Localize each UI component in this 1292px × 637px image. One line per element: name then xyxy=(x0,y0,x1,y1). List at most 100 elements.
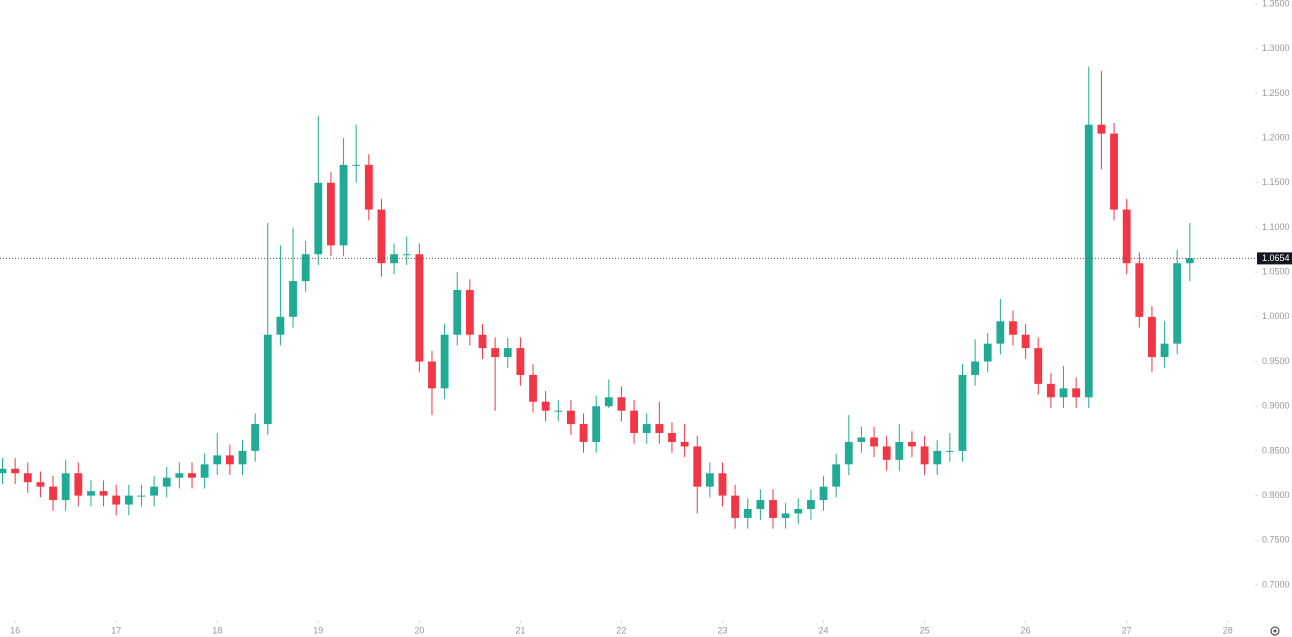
candle-body xyxy=(491,348,500,358)
settings-ring xyxy=(1270,626,1280,636)
candle-body xyxy=(895,441,904,460)
candle-body xyxy=(238,450,247,465)
candle-body xyxy=(0,468,7,474)
candle-body xyxy=(175,473,184,478)
candle-body xyxy=(162,477,171,487)
candle-body xyxy=(200,464,209,478)
candle-body xyxy=(364,164,373,210)
candle-body xyxy=(882,446,891,460)
candle-body xyxy=(440,334,449,389)
candle-body xyxy=(579,424,588,442)
candle-body xyxy=(857,437,866,442)
candle-body xyxy=(289,281,297,317)
y-tick-label: 1.1000 xyxy=(1262,222,1290,232)
candle-body xyxy=(592,406,601,442)
candle-body xyxy=(36,482,45,487)
y-tick-label: 1.2000 xyxy=(1262,132,1290,142)
y-tick-label: 1.1500 xyxy=(1262,177,1290,187)
candle-body xyxy=(453,290,462,335)
candle-body xyxy=(566,410,575,425)
candle-body xyxy=(314,182,323,255)
candle-body xyxy=(971,361,980,375)
candle-body xyxy=(516,348,525,375)
x-tick-label: 17 xyxy=(111,625,121,635)
candle-body xyxy=(1084,124,1093,398)
candle-body xyxy=(933,450,942,465)
candle-body xyxy=(794,508,803,514)
candle-body xyxy=(339,164,348,246)
candle-body xyxy=(402,254,411,256)
candle-body xyxy=(630,410,638,434)
candle-body xyxy=(301,254,310,282)
candle-body xyxy=(49,486,57,501)
candle-body xyxy=(1110,133,1118,210)
candle-body xyxy=(1034,348,1043,384)
candle-body xyxy=(680,441,689,447)
candle-body xyxy=(743,508,752,518)
candle-body xyxy=(112,495,121,505)
candle-body xyxy=(478,334,487,349)
candle-body xyxy=(1046,383,1055,398)
candle-body xyxy=(1009,321,1017,335)
candle-body xyxy=(352,164,361,166)
candle-body xyxy=(945,450,954,452)
candle-body xyxy=(1148,316,1156,358)
x-tick-label: 24 xyxy=(819,625,829,635)
candle-body xyxy=(718,473,727,496)
candle-body xyxy=(844,441,853,465)
x-tick-label: 26 xyxy=(1021,625,1031,635)
candle-body xyxy=(23,473,32,483)
y-tick-label: 0.7000 xyxy=(1262,579,1290,589)
settings-icon[interactable] xyxy=(1270,626,1280,636)
candle-body xyxy=(693,446,702,487)
y-tick-label: 0.7500 xyxy=(1262,535,1290,545)
x-tick-label: 22 xyxy=(616,625,626,635)
candle-body xyxy=(465,290,474,335)
candle-body xyxy=(1059,388,1068,398)
y-tick-label: 0.8500 xyxy=(1262,445,1290,455)
candle-body xyxy=(61,473,70,501)
candle-body xyxy=(781,513,790,518)
candle-body xyxy=(554,410,563,412)
candle-body xyxy=(870,437,878,447)
y-tick-label: 1.0000 xyxy=(1262,311,1290,321)
candle-body xyxy=(415,254,424,362)
candle-body xyxy=(150,486,159,496)
y-tick-label: 1.3000 xyxy=(1262,43,1290,53)
y-tick-label: 1.2500 xyxy=(1262,88,1290,98)
candle-body xyxy=(1160,343,1169,358)
x-tick-label: 16 xyxy=(10,625,20,635)
y-tick-label: 0.9000 xyxy=(1262,401,1290,411)
x-tick-label: 20 xyxy=(414,625,424,635)
candle-body xyxy=(276,316,285,335)
x-tick-label: 21 xyxy=(515,625,525,635)
last-price-label: 1.0654 xyxy=(1262,253,1290,263)
candle-body xyxy=(617,397,626,411)
x-tick-label: 25 xyxy=(920,625,930,635)
last-price-box xyxy=(1257,252,1292,265)
candle-body xyxy=(541,401,550,411)
candle-body xyxy=(642,424,651,434)
candle-body xyxy=(1072,388,1081,398)
candle-body xyxy=(756,500,765,509)
candle-body xyxy=(731,495,740,518)
candle-body xyxy=(11,468,20,474)
candle-body xyxy=(529,374,537,402)
candle-body xyxy=(503,348,512,358)
x-tick-label: 27 xyxy=(1122,625,1132,635)
candle-body xyxy=(806,500,815,509)
candle-body xyxy=(908,441,916,447)
y-tick-label: 0.9500 xyxy=(1262,356,1290,366)
candle-body xyxy=(225,455,234,465)
candle-body xyxy=(263,334,272,425)
candle-body xyxy=(188,473,196,478)
candle-body xyxy=(390,254,398,264)
y-tick-label: 1.3500 xyxy=(1262,0,1290,8)
candle-body xyxy=(832,464,841,487)
candle-body xyxy=(655,424,664,434)
x-tick-label: 28 xyxy=(1223,625,1233,635)
x-tick-label: 19 xyxy=(313,625,323,635)
candle-body xyxy=(996,321,1005,344)
candle-body xyxy=(1021,334,1030,349)
